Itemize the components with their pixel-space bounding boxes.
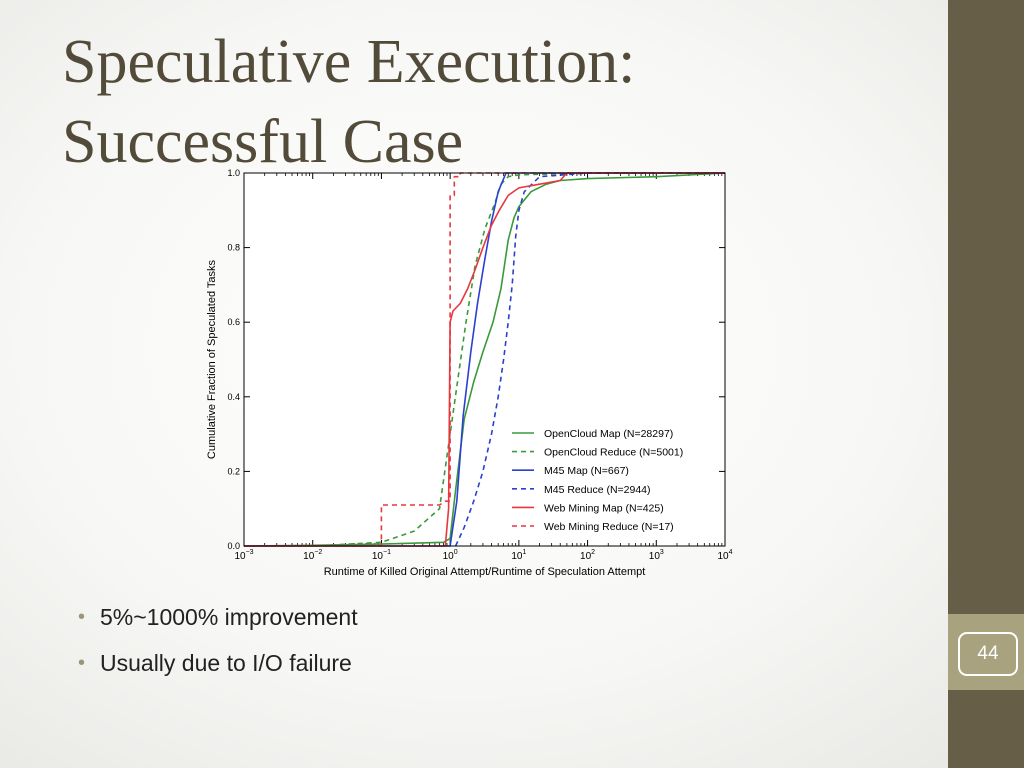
legend-label: M45 Map (N=667) <box>544 465 629 477</box>
slide-title-line-1: Speculative Execution: <box>62 28 636 96</box>
series-line-2 <box>312 172 725 547</box>
bullet-dot: • <box>78 652 86 674</box>
plot-frame <box>243 172 726 547</box>
legend-label: OpenCloud Map (N=28297) <box>544 428 673 440</box>
y-axis-label: Cumulative Fraction of Speculated Tasks <box>206 259 218 459</box>
x-tick-label: 100 <box>443 549 458 562</box>
slide-title: Speculative Execution: Successful Case <box>62 22 702 182</box>
slide-title-line-2: Successful Case <box>62 108 464 176</box>
x-axis-label: Runtime of Killed Original Attempt/Runti… <box>324 566 646 578</box>
bullet-text: Usually due to I/O failure <box>100 650 352 676</box>
x-tick-label: 101 <box>511 549 526 562</box>
bullet-text: 5%~1000% improvement <box>100 604 358 630</box>
series-line-6 <box>244 172 725 547</box>
page-number-tab <box>948 614 1024 690</box>
y-tick-label: 0.4 <box>227 392 240 402</box>
page-number: 44 <box>977 643 999 664</box>
y-tick-label: 0.6 <box>227 317 240 327</box>
x-tick-label: 104 <box>717 549 732 562</box>
legend-label: OpenCloud Reduce (N=5001) <box>544 447 683 459</box>
plot-background <box>244 173 725 546</box>
bullet-item: • Usually due to I/O failure <box>78 644 358 690</box>
x-tick-label: 10−3 <box>234 549 253 562</box>
bullet-item: • 5%~1000% improvement <box>78 598 358 644</box>
y-tick-label: 0.0 <box>227 541 240 551</box>
legend-label: M45 Reduce (N=2944) <box>544 484 651 496</box>
cdf-chart: 10−3 10−2 10−1 100 101 102 103 104 0.0 0.2 0.4 0.6 0… <box>206 168 733 578</box>
legend-label: Web Mining Map (N=425) <box>544 502 664 514</box>
bullet-list: • 5%~1000% improvement • Usually due to I/… <box>78 598 358 690</box>
x-tick-label: 10−1 <box>372 549 391 562</box>
x-tick-label: 102 <box>580 549 595 562</box>
chart-legend: OpenCloud Map (N=28297) OpenCloud Reduce … <box>512 428 683 533</box>
x-tick-label: 10−2 <box>303 549 322 562</box>
bullet-dot: • <box>78 606 86 628</box>
page-number-bracket <box>958 632 1018 676</box>
y-tick-label: 0.2 <box>227 466 240 476</box>
series-line-4 <box>454 172 725 547</box>
legend-label: Web Mining Reduce (N=17) <box>544 521 674 533</box>
y-tick-label: 1.0 <box>227 168 240 178</box>
x-tick-label: 103 <box>649 549 664 562</box>
y-tick-label: 0.8 <box>227 243 240 253</box>
